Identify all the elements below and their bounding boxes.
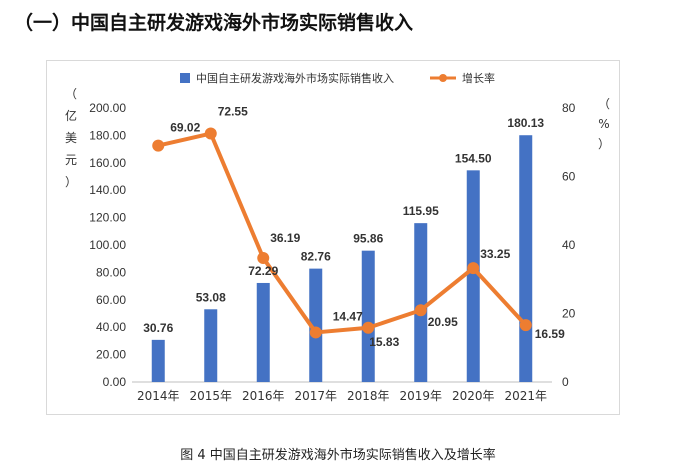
bar xyxy=(466,170,480,382)
growth-point xyxy=(519,319,532,332)
legend-line-label: 增长率 xyxy=(462,71,495,85)
y-left-tick-label: 0.00 xyxy=(103,375,127,389)
y-left-axis-label: ） xyxy=(65,175,77,189)
bar xyxy=(204,309,218,382)
line-data-label: 33.25 xyxy=(480,247,510,261)
y-right-tick-label: 0 xyxy=(562,375,569,389)
growth-point xyxy=(257,252,270,265)
chart-frame xyxy=(46,60,620,415)
y-left-axis-label: （ xyxy=(65,87,77,101)
x-tick-label: 2021年 xyxy=(504,389,547,403)
x-tick-label: 2014年 xyxy=(137,389,180,403)
bar-data-label: 72.29 xyxy=(248,264,278,278)
legend-bar-label: 中国自主研发游戏海外市场实际销售收入 xyxy=(196,71,394,85)
bar-data-label: 30.76 xyxy=(143,321,173,335)
growth-line xyxy=(157,131,528,335)
x-tick-label: 2019年 xyxy=(399,389,442,403)
y-right-axis-label: % xyxy=(598,117,609,131)
page-heading: （一）中国自主研发游戏海外市场实际销售收入 xyxy=(14,12,414,34)
y-left-tick-label: 80.00 xyxy=(96,265,126,279)
y-left-axis-label: 元 xyxy=(65,153,77,167)
y-left-tick-label: 160.00 xyxy=(89,156,126,170)
x-tick-label: 2017年 xyxy=(294,389,337,403)
bar xyxy=(309,268,323,382)
legend-line-marker xyxy=(439,74,447,82)
y-left-tick-label: 20.00 xyxy=(96,348,126,362)
bar xyxy=(256,282,270,382)
y-left-tick-label: 120.00 xyxy=(89,211,126,225)
bar-data-label: 154.50 xyxy=(455,151,492,165)
combo-chart: 0.00 20.00 40.00 60.00 80.00 100.00 120.00 140.… xyxy=(65,71,610,403)
line-data-label: 15.83 xyxy=(369,335,399,349)
y-right-axis-label: （ xyxy=(598,97,610,111)
line-data-label: 16.59 xyxy=(535,327,565,341)
y-right-tick-label: 60 xyxy=(562,170,576,184)
bar xyxy=(519,135,533,382)
line-data-label: 14.47 xyxy=(333,309,363,323)
y-right-tick-label: 80 xyxy=(562,101,576,115)
bar-data-label: 115.95 xyxy=(403,204,439,218)
growth-point xyxy=(152,139,165,152)
x-tick-label: 2018年 xyxy=(347,389,390,403)
figure-caption: 图 4 中国自主研发游戏海外市场实际销售收入及增长率 xyxy=(180,448,496,463)
y-left-tick-label: 180.00 xyxy=(89,128,126,142)
bar xyxy=(151,339,165,382)
growth-point xyxy=(309,326,322,339)
bar xyxy=(361,250,375,382)
growth-point xyxy=(467,262,480,275)
x-tick-label: 2016年 xyxy=(242,389,285,403)
y-left-axis-label: 亿 xyxy=(65,108,77,123)
y-left-axis-label: 美 xyxy=(65,131,77,145)
x-tick-label: 2015年 xyxy=(189,389,232,403)
y-right-tick-label: 40 xyxy=(562,238,576,252)
y-right-tick-label: 20 xyxy=(562,307,576,321)
y-left-tick-label: 40.00 xyxy=(96,320,126,334)
bar xyxy=(414,223,428,382)
line-data-label: 69.02 xyxy=(170,121,200,135)
growth-point xyxy=(204,127,217,140)
bar-data-label: 95.86 xyxy=(353,232,383,246)
y-right-axis-label: ） xyxy=(598,137,610,151)
growth-point xyxy=(362,321,375,334)
growth-point xyxy=(414,304,427,317)
y-left-tick-label: 200.00 xyxy=(89,101,126,115)
bar-data-label: 53.08 xyxy=(196,290,226,304)
legend-bar-swatch xyxy=(180,73,190,83)
x-tick-label: 2020年 xyxy=(452,389,495,403)
bar-data-label: 180.13 xyxy=(507,116,544,130)
line-data-label: 36.19 xyxy=(270,231,300,245)
line-data-label: 72.55 xyxy=(218,105,248,119)
bar-data-label: 82.76 xyxy=(301,250,331,264)
y-left-tick-label: 60.00 xyxy=(96,293,126,307)
y-left-tick-label: 140.00 xyxy=(89,183,126,197)
line-data-label: 20.95 xyxy=(428,315,458,329)
y-left-tick-label: 100.00 xyxy=(89,238,126,252)
